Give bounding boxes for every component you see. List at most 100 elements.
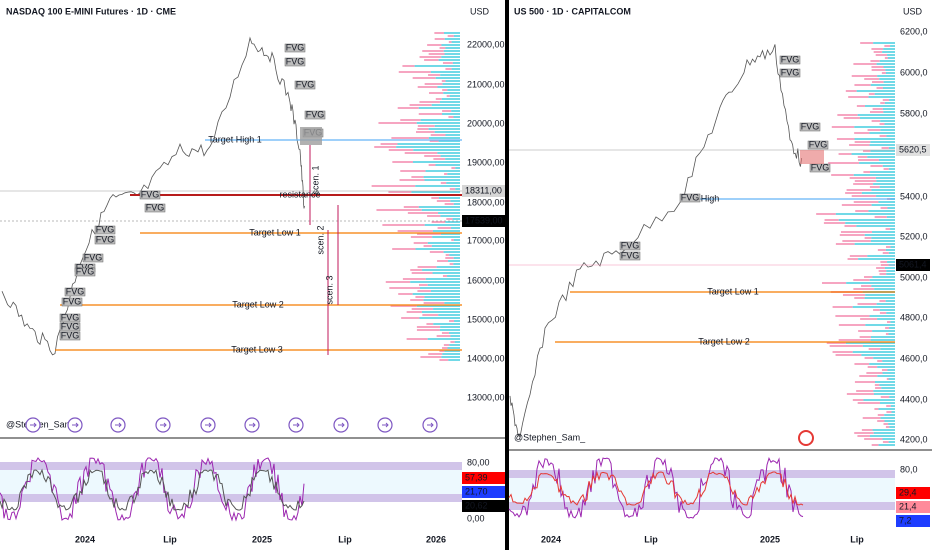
fvg-label: FVG: [61, 312, 80, 322]
volume-profile-bar: [447, 275, 460, 277]
volume-profile-bar: [422, 50, 444, 52]
volume-profile-bar: [443, 32, 460, 34]
volume-profile-bar: [431, 245, 460, 247]
price-tick-label: 16000,00: [467, 275, 505, 285]
oscillator-line: [508, 456, 804, 519]
volume-profile-bar: [419, 101, 440, 103]
volume-profile-bar: [446, 95, 450, 97]
volume-profile-bar: [429, 251, 444, 253]
volume-profile-bar: [839, 234, 865, 236]
scenario-label: scen. 1: [310, 165, 320, 194]
volume-profile-bar: [876, 87, 883, 89]
volume-profile-bar: [442, 347, 448, 349]
volume-profile-bar: [442, 89, 448, 91]
fvg-label: FVG: [76, 262, 95, 272]
volume-profile-bar: [406, 338, 428, 340]
volume-profile-bar: [423, 299, 460, 301]
volume-profile-bar: [886, 411, 892, 413]
time-label: Lip: [163, 534, 177, 544]
volume-profile-bar: [451, 227, 460, 229]
volume-profile-bar: [887, 207, 895, 209]
volume-profile-bar: [859, 117, 895, 119]
volume-profile-bar: [427, 242, 460, 244]
volume-profile-bar: [433, 158, 446, 160]
volume-profile-bar: [450, 341, 455, 343]
volume-profile-bar: [436, 335, 451, 337]
volume-profile-bar: [427, 215, 441, 217]
volume-profile-bar: [845, 192, 862, 194]
volume-profile-bar: [880, 207, 888, 209]
currency: USD: [903, 6, 923, 16]
volume-profile-bar: [854, 141, 871, 143]
volume-profile-bar: [857, 156, 868, 158]
volume-profile-bar: [890, 45, 895, 47]
volume-profile-bar: [869, 111, 884, 113]
volume-profile-bar: [424, 83, 443, 85]
volume-profile-bar: [438, 140, 460, 142]
oscillator-line: [508, 470, 804, 506]
volume-profile-bar: [879, 312, 887, 314]
volume-profile-bar: [837, 114, 858, 116]
volume-profile-bar: [398, 71, 431, 73]
volume-profile-bar: [885, 249, 895, 251]
volume-profile-bar: [882, 51, 895, 53]
volume-profile-bar: [872, 276, 895, 278]
volume-profile-bar: [419, 56, 442, 58]
volume-profile-bar: [889, 99, 895, 101]
volume-profile-bar: [420, 356, 442, 358]
volume-profile-bar: [444, 53, 460, 55]
volume-profile-bar: [828, 162, 860, 164]
volume-profile-bar: [390, 305, 417, 307]
volume-profile-bar: [411, 176, 424, 178]
volume-profile-bar: [832, 351, 853, 353]
volume-profile-bar: [851, 153, 895, 155]
volume-profile-bar: [416, 122, 460, 124]
volume-profile-bar: [859, 162, 895, 164]
volume-profile-bar: [425, 278, 460, 280]
volume-profile-bar: [455, 188, 460, 190]
volume-profile-bar: [443, 344, 450, 346]
volume-profile-bar: [886, 405, 891, 407]
volume-profile-bar: [388, 191, 412, 193]
volume-profile-bar: [428, 128, 460, 130]
fvg-box: [74, 267, 96, 277]
volume-profile-bar: [877, 249, 886, 251]
volume-profile-bar: [857, 402, 880, 404]
volume-profile-bar: [878, 159, 895, 161]
volume-profile-bar: [440, 74, 460, 76]
volume-profile-bar: [876, 180, 895, 182]
volume-profile-bar: [445, 47, 460, 49]
volume-profile-bar: [437, 86, 460, 88]
volume-profile-bar: [873, 390, 895, 392]
volume-profile-bar: [871, 48, 884, 50]
volume-profile-bar: [882, 372, 895, 374]
volume-profile-bar: [406, 311, 422, 313]
volume-profile-bar: [445, 68, 452, 70]
volume-profile-bar: [890, 321, 895, 323]
price-line: [1, 36, 305, 356]
volume-profile-bar: [442, 353, 460, 355]
volume-profile-bar: [874, 384, 880, 386]
fvg-label: FVG: [96, 224, 115, 234]
volume-profile-bar: [430, 71, 460, 73]
volume-profile-bar: [391, 137, 429, 139]
price-tick-label: 5800,0: [900, 108, 928, 118]
volume-profile-bar: [868, 348, 881, 350]
volume-profile-bar: [854, 297, 865, 299]
volume-profile-bar: [874, 93, 895, 95]
volume-profile-bar: [412, 161, 460, 163]
scenario-label: scen. 2: [315, 225, 325, 254]
volume-profile-bar: [880, 129, 895, 131]
volume-profile-bar: [856, 390, 874, 392]
volume-profile-bar: [860, 318, 878, 320]
volume-profile-bar: [417, 125, 435, 127]
volume-profile-bar: [445, 221, 460, 223]
annotation: Target Low 2: [698, 336, 750, 346]
price-tick-label: 17000,00: [467, 235, 505, 245]
volume-profile-bar: [392, 248, 416, 250]
volume-profile-bar: [866, 372, 883, 374]
event-icon-arrow: [115, 422, 122, 428]
volume-profile-bar: [880, 348, 895, 350]
price-tag-label: 21,4: [899, 501, 917, 511]
time-label: Lip: [644, 534, 658, 544]
